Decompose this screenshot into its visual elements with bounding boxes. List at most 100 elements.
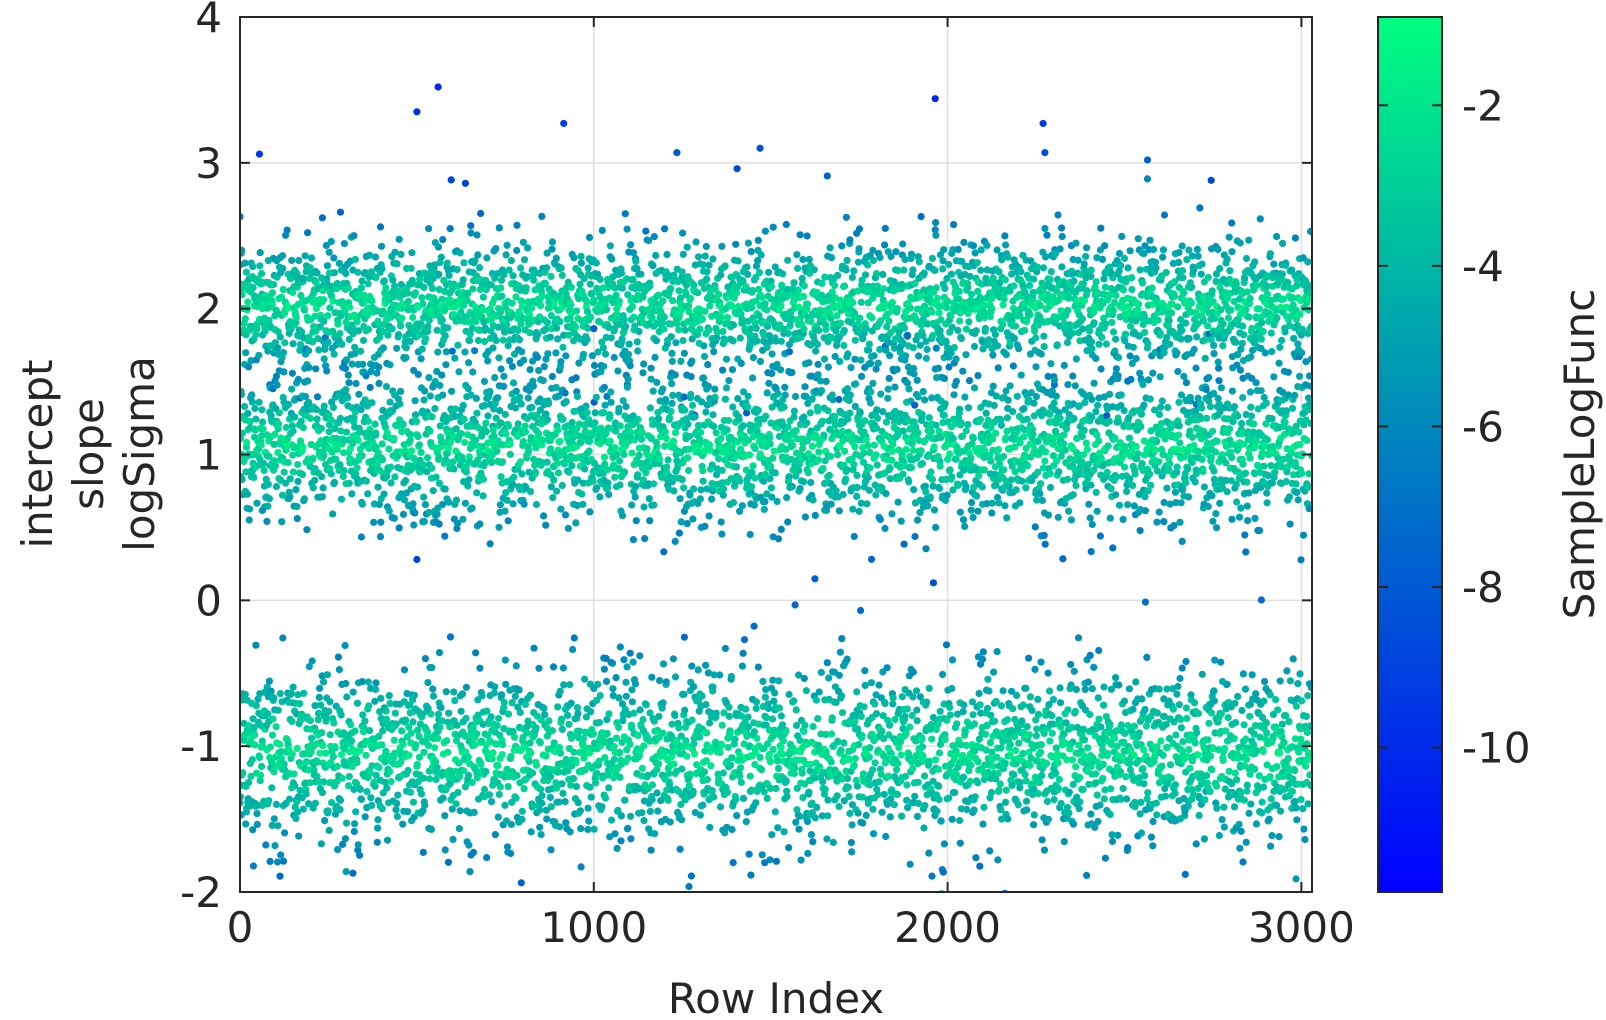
data-point	[728, 366, 737, 374]
data-point	[412, 741, 420, 749]
data-point	[650, 480, 658, 488]
data-point	[752, 324, 760, 332]
data-point	[386, 361, 394, 369]
data-point	[598, 226, 606, 234]
data-point	[608, 255, 616, 263]
data-point	[589, 477, 597, 485]
data-point	[514, 326, 522, 334]
data-point	[749, 354, 758, 362]
data-point	[357, 795, 365, 803]
data-point	[744, 239, 753, 247]
data-point	[278, 518, 286, 526]
data-point	[241, 315, 249, 323]
data-point	[320, 451, 328, 459]
data-point	[669, 655, 678, 663]
data-point	[521, 428, 530, 436]
data-point	[671, 673, 680, 681]
data-point	[685, 466, 693, 475]
data-point	[569, 645, 577, 654]
data-point	[455, 825, 463, 833]
data-point	[766, 440, 774, 448]
data-point	[515, 393, 524, 401]
data-point	[480, 377, 489, 385]
data-point	[256, 771, 265, 779]
data-point	[790, 407, 799, 415]
data-point	[556, 687, 564, 695]
data-point	[435, 270, 443, 278]
data-point	[549, 494, 557, 502]
data-point	[777, 712, 785, 720]
data-point	[295, 256, 303, 265]
data-point	[336, 414, 345, 422]
data-point	[266, 743, 274, 751]
data-point	[450, 465, 458, 473]
data-point	[684, 454, 692, 462]
data-point	[330, 269, 339, 277]
data-point	[538, 436, 547, 444]
data-point	[339, 840, 347, 849]
data-point	[509, 272, 517, 280]
data-point	[680, 349, 689, 357]
data-point	[790, 279, 798, 287]
data-point	[705, 326, 713, 334]
data-point	[794, 264, 802, 272]
data-point	[754, 663, 762, 671]
data-point	[456, 807, 464, 815]
data-point	[784, 329, 793, 338]
data-point	[663, 250, 671, 259]
data-point	[795, 825, 803, 833]
data-point	[554, 703, 562, 711]
data-point	[362, 477, 370, 485]
data-point	[240, 429, 247, 437]
data-point	[500, 698, 508, 707]
data-point	[334, 653, 342, 661]
data-point	[250, 731, 259, 739]
data-point	[399, 740, 407, 748]
data-point	[528, 403, 536, 411]
data-point	[784, 518, 792, 526]
data-point	[768, 831, 776, 839]
data-point	[285, 795, 294, 803]
data-point	[762, 412, 770, 420]
data-point	[618, 335, 626, 343]
data-point	[610, 742, 618, 751]
data-point	[399, 510, 408, 518]
data-point	[408, 249, 416, 257]
data-point	[420, 517, 428, 526]
data-point	[299, 275, 307, 283]
data-point	[779, 750, 787, 758]
data-point	[375, 363, 383, 371]
data-point	[627, 241, 635, 249]
data-point	[504, 783, 512, 791]
data-point	[404, 297, 412, 306]
data-point	[586, 508, 594, 516]
data-point	[540, 512, 548, 520]
data-point	[314, 709, 323, 718]
data-point	[465, 476, 473, 484]
data-point	[364, 325, 372, 333]
data-point	[616, 748, 624, 756]
data-point	[630, 313, 638, 321]
data-point	[749, 286, 757, 295]
data-point	[494, 394, 502, 402]
data-point	[395, 235, 403, 243]
data-point	[350, 232, 358, 240]
data-point	[554, 335, 562, 343]
data-point	[356, 785, 364, 794]
data-point	[439, 391, 447, 399]
data-point	[668, 399, 676, 407]
data-point	[567, 699, 575, 707]
data-point	[467, 222, 475, 230]
data-point	[354, 327, 363, 335]
data-point	[281, 829, 289, 837]
data-point	[392, 806, 400, 814]
data-point	[366, 769, 374, 777]
data-point	[504, 710, 513, 718]
data-point	[639, 715, 647, 724]
data-point	[654, 415, 663, 423]
data-point	[387, 778, 395, 786]
data-point	[343, 693, 351, 701]
data-point	[272, 372, 280, 380]
data-point	[379, 727, 387, 735]
data-point	[738, 662, 747, 670]
